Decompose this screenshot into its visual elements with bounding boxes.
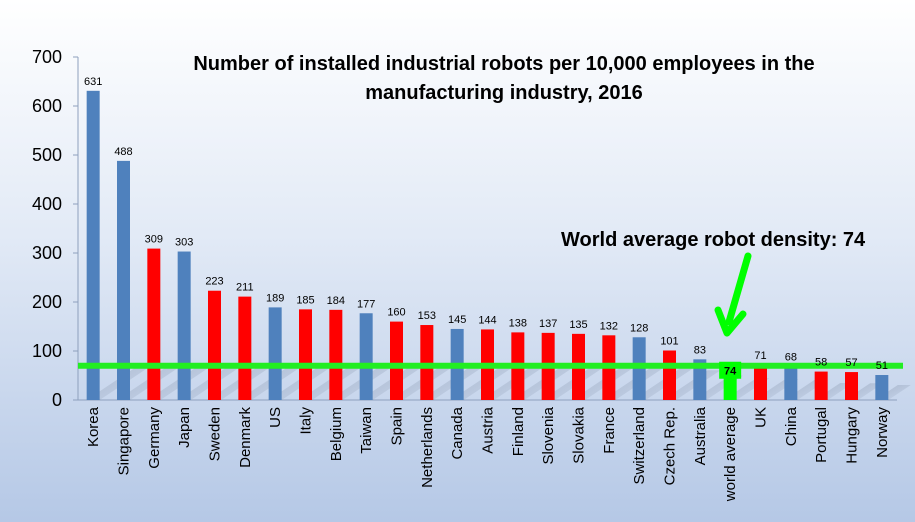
bar xyxy=(814,371,828,400)
x-tick-label: UK xyxy=(753,407,770,428)
data-label: 101 xyxy=(660,336,678,348)
data-label: 631 xyxy=(84,76,102,88)
data-label: 144 xyxy=(478,314,496,326)
data-label: 189 xyxy=(266,292,284,304)
x-tick-label: Denmark xyxy=(237,407,254,468)
data-labels: 631 488 309 303 223 211 189 185 184 177 160 153 145 1… xyxy=(84,76,888,379)
x-tick-label: US xyxy=(267,407,284,428)
x-tick-label: Netherlands xyxy=(419,407,436,488)
x-tick-label: Singapore xyxy=(116,407,133,475)
x-tick-labels: Korea Singapore Germany Japan Sweden Denmark U… xyxy=(85,406,891,502)
bar xyxy=(147,248,161,400)
data-label: 135 xyxy=(569,319,587,331)
x-tick-label: Slovenia xyxy=(540,406,557,464)
data-label: 58 xyxy=(815,357,827,369)
x-tick-label: Canada xyxy=(449,406,466,459)
bar xyxy=(693,359,707,400)
y-tick-label: 100 xyxy=(32,341,62,361)
data-label: 303 xyxy=(175,237,193,249)
data-label: 51 xyxy=(876,360,888,372)
data-label: 223 xyxy=(205,276,223,288)
bar xyxy=(784,366,798,400)
bar xyxy=(663,350,676,400)
x-tick-label: Korea xyxy=(85,406,102,447)
y-tick-label: 300 xyxy=(32,243,62,263)
data-label: 185 xyxy=(296,294,314,306)
x-tick-label: Switzerland xyxy=(631,407,648,485)
x-tick-label: Germany xyxy=(146,407,163,469)
y-tick-label: 200 xyxy=(32,292,62,312)
x-tick-label: Australia xyxy=(692,406,709,465)
bar xyxy=(299,309,312,400)
x-tick-label: Belgium xyxy=(328,407,345,461)
chart-title-line-2: manufacturing industry, 2016 xyxy=(365,82,642,104)
x-tick-label: Portugal xyxy=(813,407,830,463)
x-tick-label: Taiwan xyxy=(358,407,375,454)
data-label: 153 xyxy=(418,310,436,322)
x-tick-label: Hungary xyxy=(844,407,861,464)
data-label: 138 xyxy=(509,317,527,329)
data-label-box xyxy=(719,361,742,379)
data-label: 128 xyxy=(630,322,648,334)
annotation-arrow-head xyxy=(714,306,747,337)
data-label: 74 xyxy=(724,366,737,378)
bar xyxy=(390,321,403,400)
y-tick-label: 500 xyxy=(32,145,62,165)
x-tick-label: China xyxy=(783,406,800,446)
bar xyxy=(177,251,191,400)
bar xyxy=(420,325,434,400)
data-label: 83 xyxy=(694,344,706,356)
x-tick-label: Slovakia xyxy=(571,406,588,463)
world-average-annotation: World average robot density: 74 xyxy=(561,229,866,251)
bar xyxy=(329,309,343,400)
data-label: 71 xyxy=(754,350,766,362)
data-label: 211 xyxy=(236,282,254,294)
x-tick-label: world average xyxy=(722,407,739,502)
bars xyxy=(86,90,889,400)
x-tick-label: Sweden xyxy=(207,407,224,461)
bar xyxy=(754,365,767,400)
bar xyxy=(86,90,100,400)
x-tick-label: Italy xyxy=(298,407,315,435)
bar xyxy=(359,313,373,400)
data-label: 145 xyxy=(448,314,466,326)
chart-title-line-1: Number of installed industrial robots pe… xyxy=(193,53,814,75)
x-tick-label: Finland xyxy=(510,407,527,456)
y-tick-label: 600 xyxy=(32,96,62,116)
bar xyxy=(238,296,252,400)
x-tick-label: Czech Rep. xyxy=(662,407,679,485)
data-label: 160 xyxy=(387,307,405,319)
data-label: 57 xyxy=(845,357,857,369)
annotation-group: World average robot density: 74 xyxy=(561,229,866,337)
x-tick-label: Japan xyxy=(176,407,193,448)
x-tick-label: Spain xyxy=(389,407,406,445)
data-label: 309 xyxy=(145,234,163,246)
bar xyxy=(268,307,282,400)
x-tick-label: France xyxy=(601,407,618,454)
x-tick-label: Austria xyxy=(480,406,497,453)
y-tick-label: 0 xyxy=(52,390,62,410)
bar xyxy=(875,375,889,400)
data-label: 177 xyxy=(357,298,375,310)
y-tick-label: 400 xyxy=(32,194,62,214)
data-label: 68 xyxy=(785,352,797,364)
bar xyxy=(117,160,130,400)
bar xyxy=(845,372,858,400)
annotation-arrow xyxy=(725,252,752,326)
y-tick-label: 700 xyxy=(32,47,62,67)
data-label: 184 xyxy=(327,295,345,307)
x-tick-label: Norway xyxy=(874,407,891,458)
data-label: 132 xyxy=(600,320,618,332)
data-label: 137 xyxy=(539,318,557,330)
chart-title: Number of installed industrial robots pe… xyxy=(193,53,814,104)
data-label: 488 xyxy=(114,146,132,158)
bar xyxy=(208,290,221,400)
